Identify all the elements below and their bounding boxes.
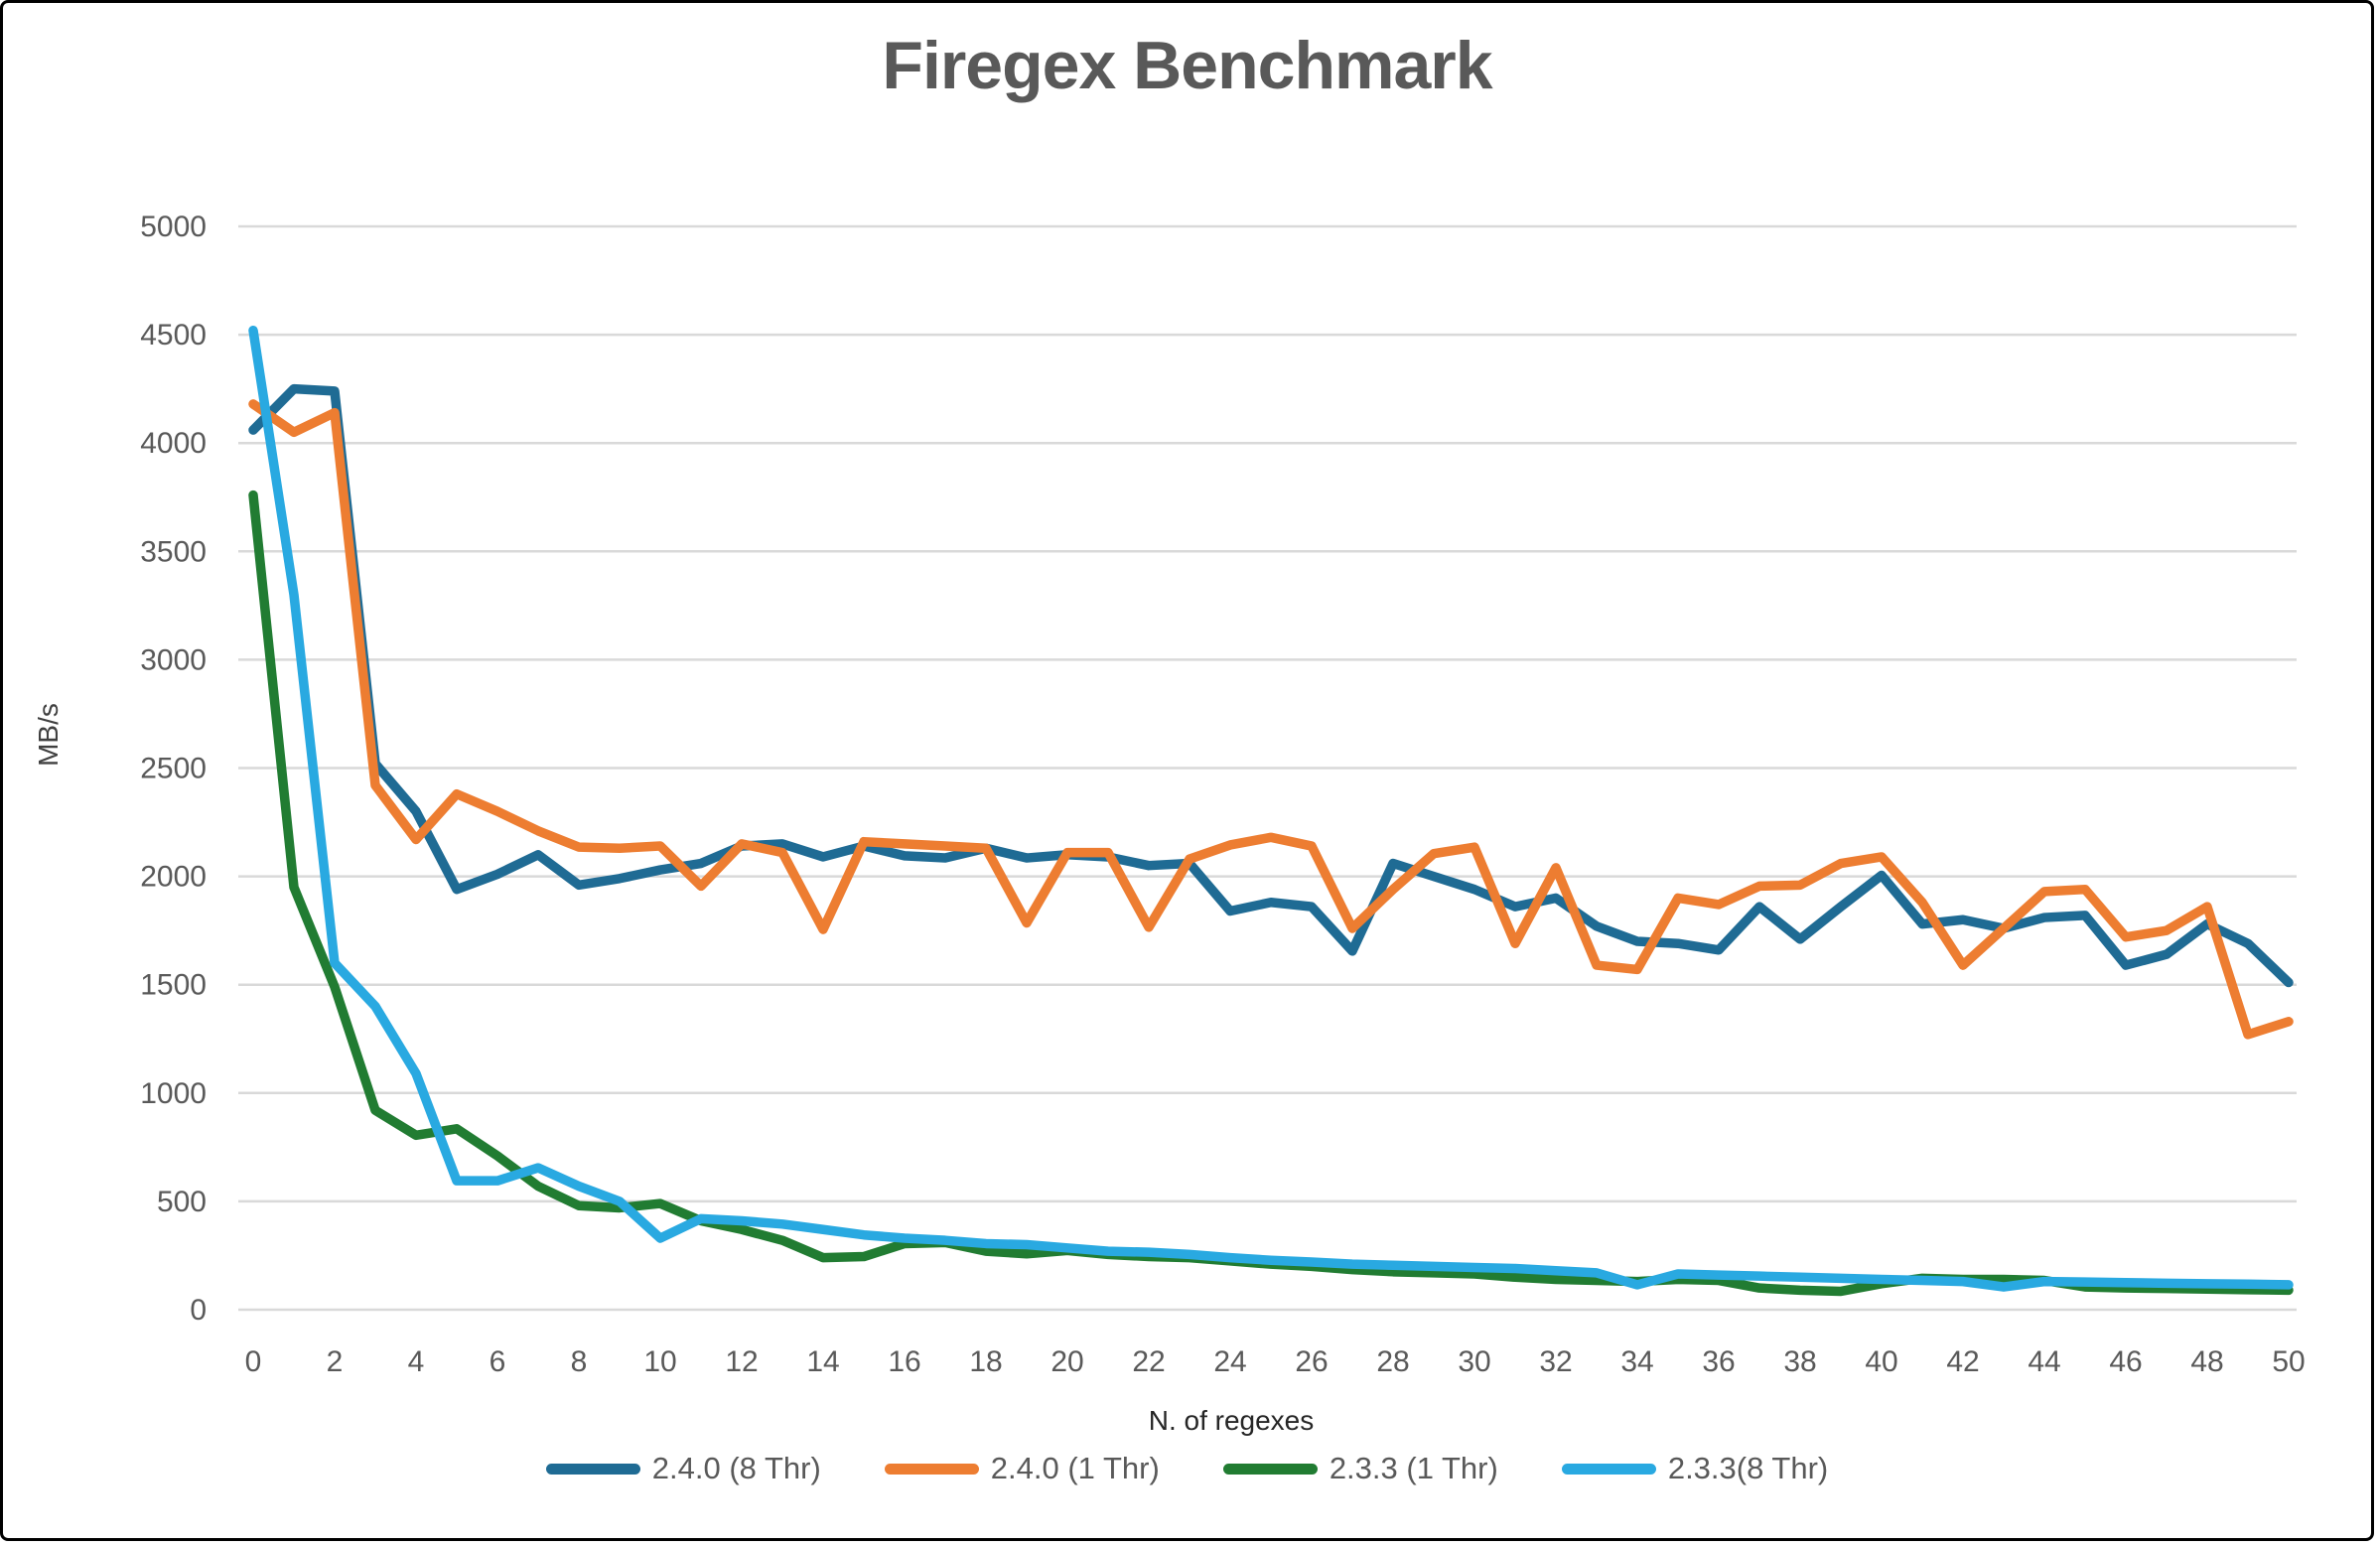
legend-swatch [545, 1463, 640, 1475]
x-tick-label: 18 [969, 1345, 1002, 1378]
legend-label: 2.3.3(8 Thr) [1667, 1451, 1829, 1485]
y-tick-label: 2500 [140, 753, 207, 785]
legend-swatch [1222, 1463, 1318, 1475]
legend-item: 2.4.0 (8 Thr) [545, 1451, 821, 1486]
chart-title: Firegex Benchmark [882, 28, 1492, 103]
y-tick-label: 2000 [140, 861, 207, 894]
x-tick-label: 46 [2109, 1345, 2142, 1378]
legend: 2.4.0 (8 Thr) 2.4.0 (1 Thr) 2.3.3 (1 Thr) 2… [3, 1451, 2371, 1486]
y-tick-label: 3000 [140, 643, 207, 676]
x-tick-label: 8 [571, 1345, 588, 1378]
x-tick-label: 48 [2190, 1345, 2223, 1378]
x-tick-label: 30 [1458, 1345, 1490, 1378]
y-tick-label: 1500 [140, 969, 207, 1002]
y-tick-label: 0 [190, 1294, 207, 1327]
x-tick-label: 0 [245, 1345, 262, 1378]
legend-item: 2.3.3(8 Thr) [1561, 1451, 1829, 1486]
y-tick-label: 500 [157, 1186, 207, 1218]
x-tick-label: 6 [490, 1345, 506, 1378]
x-tick-label: 16 [888, 1345, 920, 1378]
legend-item: 2.4.0 (1 Thr) [884, 1451, 1160, 1486]
series-line [248, 399, 2294, 1040]
x-tick-label: 44 [2028, 1345, 2060, 1378]
plot-area: 0500100015002000250030003500400045005000… [140, 211, 2305, 1378]
x-axis-title: N. of regexes [1148, 1405, 1315, 1436]
legend-swatch [1561, 1463, 1656, 1475]
x-tick-label: 10 [643, 1345, 676, 1378]
x-tick-label: 32 [1539, 1345, 1572, 1378]
legend-swatch [884, 1463, 979, 1475]
legend-item: 2.3.3 (1 Thr) [1222, 1451, 1498, 1486]
x-tick-label: 12 [725, 1345, 758, 1378]
y-tick-label: 3500 [140, 535, 207, 568]
y-tick-label: 1000 [140, 1077, 207, 1110]
x-tick-label: 40 [1865, 1345, 1897, 1378]
y-tick-label: 4500 [140, 319, 207, 352]
x-tick-label: 20 [1050, 1345, 1083, 1378]
x-tick-label: 2 [327, 1345, 344, 1378]
legend-label: 2.4.0 (8 Thr) [651, 1451, 821, 1485]
x-tick-label: 38 [1783, 1345, 1816, 1378]
series-line [248, 325, 2294, 1292]
x-tick-label: 42 [1946, 1345, 1979, 1378]
series-line [248, 383, 2294, 988]
y-tick-label: 4000 [140, 427, 207, 460]
x-tick-label: 36 [1702, 1345, 1735, 1378]
x-tick-label: 34 [1620, 1345, 1653, 1378]
x-tick-label: 28 [1376, 1345, 1409, 1378]
x-tick-label: 26 [1295, 1345, 1328, 1378]
x-tick-label: 24 [1213, 1345, 1246, 1378]
y-tick-label: 5000 [140, 211, 207, 243]
x-tick-label: 50 [2272, 1345, 2305, 1378]
x-tick-label: 14 [806, 1345, 839, 1378]
legend-label: 2.3.3 (1 Thr) [1329, 1451, 1498, 1485]
x-tick-label: 22 [1132, 1345, 1165, 1378]
x-tick-label: 4 [408, 1345, 425, 1378]
legend-label: 2.4.0 (1 Thr) [990, 1451, 1160, 1485]
